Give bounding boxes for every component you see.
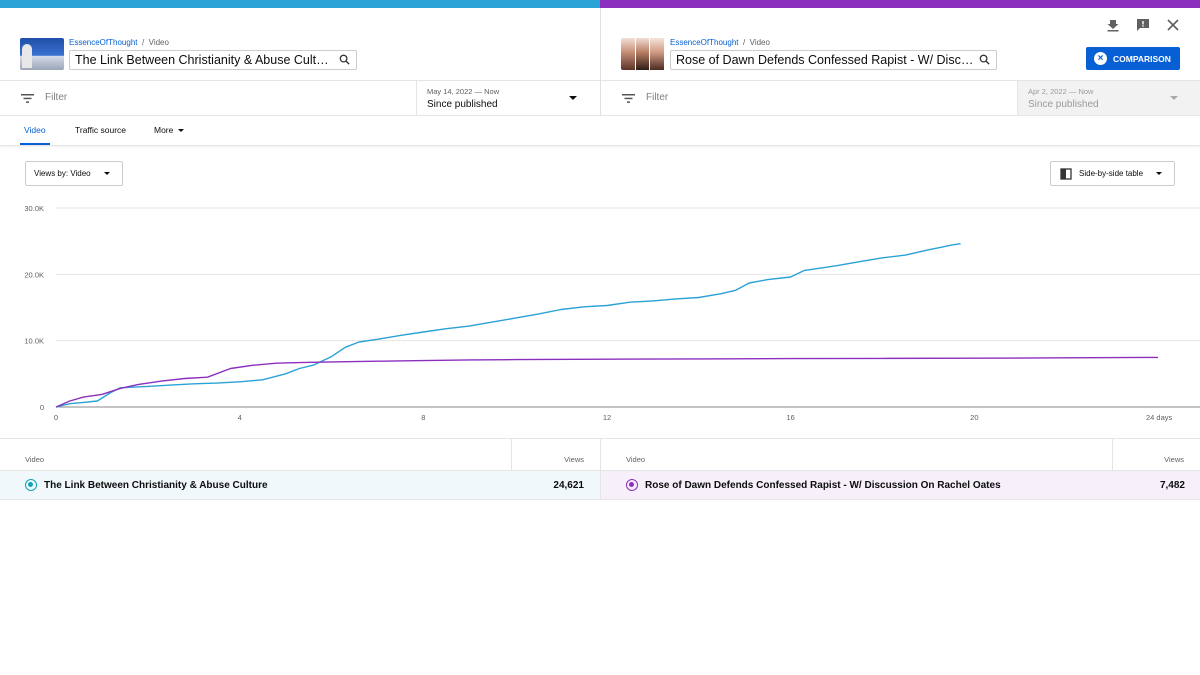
views-by-dropdown[interactable]: Views by: Video xyxy=(25,161,123,186)
left-breadcrumb: EssenceOfThought / Video xyxy=(69,38,169,47)
x-tick-label: 24 days xyxy=(1146,413,1173,422)
y-tick-label: 10.0K xyxy=(24,337,44,346)
y-tick-label: 30.0K xyxy=(24,204,44,213)
download-icon[interactable] xyxy=(1106,18,1120,32)
left-video-panel: EssenceOfThought / Video The Link Betwee… xyxy=(0,8,600,116)
left-crumb-sep: / xyxy=(141,38,145,47)
left-video-header: EssenceOfThought / Video The Link Betwee… xyxy=(0,8,600,80)
tab-traffic-source[interactable]: Traffic source xyxy=(75,125,127,135)
right-crumb-sep: / xyxy=(742,38,746,47)
left-video-title: The Link Between Christianity & Abuse Cu… xyxy=(75,53,335,67)
right-video-thumbnail xyxy=(621,38,665,70)
left-channel-link[interactable]: EssenceOfThought xyxy=(69,38,138,47)
left-results-table: Video Views The Link Between Christianit… xyxy=(0,438,600,500)
right-filter-bar: Filter Apr 2, 2022 — Now Since published xyxy=(601,80,1200,116)
y-tick-label: 0 xyxy=(40,403,44,412)
left-row-views: 24,621 xyxy=(553,480,584,491)
toolbar-icons xyxy=(1106,18,1180,32)
search-icon xyxy=(339,54,350,65)
series-1-radio[interactable] xyxy=(25,479,37,491)
left-filter-bar: Filter May 14, 2022 — Now Since publishe… xyxy=(0,80,600,116)
series-2-radio[interactable] xyxy=(626,479,638,491)
x-tick-label: 0 xyxy=(54,413,58,422)
dimension-tabs: Video Traffic source More xyxy=(0,116,1200,146)
right-date-range: Apr 2, 2022 — Now xyxy=(1028,87,1094,96)
filter-icon[interactable] xyxy=(21,93,34,104)
left-col-video: Video xyxy=(25,455,45,464)
left-date-range-dropdown[interactable]: May 14, 2022 — Now Since published xyxy=(416,81,600,115)
feedback-icon[interactable] xyxy=(1136,18,1150,32)
table-mode-dropdown[interactable]: Side-by-side table xyxy=(1050,161,1175,186)
right-breadcrumb: EssenceOfThought / Video xyxy=(670,38,770,47)
right-date-label: Since published xyxy=(1028,99,1099,110)
left-date-range: May 14, 2022 — Now xyxy=(427,87,500,96)
x-tick-label: 16 xyxy=(786,413,794,422)
right-results-table: Video Views Rose of Dawn Defends Confess… xyxy=(600,438,1200,500)
y-tick-label: 20.0K xyxy=(24,270,44,279)
series-line-1 xyxy=(55,243,961,408)
chevron-down-icon xyxy=(1156,172,1162,175)
views-by-label: Views by: Video xyxy=(34,169,91,178)
x-tick-label: 12 xyxy=(603,413,611,422)
series-line-2 xyxy=(55,356,1159,408)
table-row[interactable]: Rose of Dawn Defends Confessed Rapist - … xyxy=(601,470,1200,500)
chevron-down-icon xyxy=(1170,96,1178,100)
column-divider xyxy=(1112,439,1113,500)
right-col-video: Video xyxy=(626,455,646,464)
color-bar-series-1 xyxy=(0,0,600,8)
chevron-down-icon xyxy=(104,172,110,175)
comparison-color-bar xyxy=(0,0,1200,8)
left-date-label: Since published xyxy=(427,99,498,110)
active-tab-indicator xyxy=(20,143,50,145)
left-col-views[interactable]: Views xyxy=(564,455,584,464)
right-row-title[interactable]: Rose of Dawn Defends Confessed Rapist - … xyxy=(645,480,1001,491)
right-crumb-type: Video xyxy=(749,38,770,47)
comparison-button[interactable]: × COMPARISON xyxy=(1086,47,1180,70)
left-video-picker[interactable]: The Link Between Christianity & Abuse Cu… xyxy=(69,50,357,70)
views-line-chart: 0 10.0K 20.0K 30.0K 0 4 8 12 16 20 24 days xyxy=(24,204,1200,422)
color-bar-series-2 xyxy=(600,0,1200,8)
right-date-range-dropdown: Apr 2, 2022 — Now Since published xyxy=(1017,81,1200,115)
tab-more-label: More xyxy=(154,125,174,135)
chevron-down-icon xyxy=(178,129,185,133)
x-tick-label: 8 xyxy=(421,413,425,422)
close-icon: × xyxy=(1094,52,1107,65)
right-channel-link[interactable]: EssenceOfThought xyxy=(670,38,739,47)
right-filter-input[interactable]: Filter xyxy=(646,92,669,103)
right-video-header: EssenceOfThought / Video Rose of Dawn De… xyxy=(601,8,1200,80)
table-mode-label: Side-by-side table xyxy=(1079,169,1144,178)
close-icon[interactable] xyxy=(1166,18,1180,32)
search-icon xyxy=(979,54,990,65)
right-video-picker[interactable]: Rose of Dawn Defends Confessed Rapist - … xyxy=(670,50,997,70)
right-video-title: Rose of Dawn Defends Confessed Rapist - … xyxy=(676,53,981,67)
tab-video[interactable]: Video xyxy=(24,125,46,135)
x-tick-label: 4 xyxy=(238,413,242,422)
right-col-views[interactable]: Views xyxy=(1164,455,1184,464)
chevron-down-icon xyxy=(569,96,577,100)
tab-more[interactable]: More xyxy=(154,125,185,135)
x-tick-label: 20 xyxy=(970,413,978,422)
left-crumb-type: Video xyxy=(148,38,169,47)
right-row-views: 7,482 xyxy=(1159,480,1185,491)
comparison-label: COMPARISON xyxy=(1113,53,1171,64)
left-video-thumbnail xyxy=(20,38,64,70)
side-by-side-icon xyxy=(1060,168,1072,180)
column-divider xyxy=(511,439,512,500)
right-video-panel: EssenceOfThought / Video Rose of Dawn De… xyxy=(600,8,1200,116)
table-row[interactable]: The Link Between Christianity & Abuse Cu… xyxy=(0,470,600,500)
filter-icon[interactable] xyxy=(622,93,635,104)
left-row-title[interactable]: The Link Between Christianity & Abuse Cu… xyxy=(44,480,268,491)
left-filter-input[interactable]: Filter xyxy=(45,92,68,103)
